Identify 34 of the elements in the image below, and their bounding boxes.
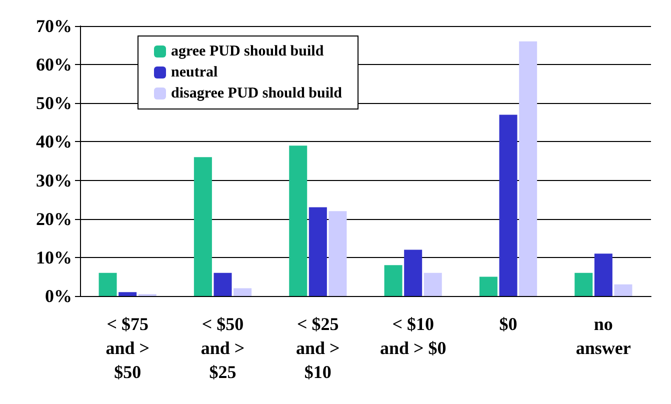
bar <box>594 254 612 296</box>
y-tick-label: 20% <box>36 208 72 229</box>
bar <box>328 211 347 296</box>
bar <box>234 288 252 296</box>
bar <box>98 272 117 296</box>
y-tick-label: 40% <box>36 132 72 152</box>
bar <box>479 276 498 296</box>
bar <box>519 41 538 296</box>
y-tick-label: 10% <box>36 247 72 268</box>
x-tick-label: no answer <box>576 314 631 358</box>
bar <box>194 157 212 296</box>
bar <box>404 250 422 296</box>
bar <box>308 207 327 296</box>
x-tick-label: < $25 and > $10 <box>296 314 340 382</box>
bar <box>289 146 308 296</box>
bar <box>614 284 632 296</box>
bar <box>118 292 137 296</box>
x-tick-label: < $75 and > $50 <box>106 314 150 382</box>
bar <box>384 265 402 296</box>
y-tick-label: 60% <box>36 54 72 75</box>
y-tick-label: 0% <box>45 286 72 306</box>
legend-label: disagree PUD should build <box>171 86 343 102</box>
y-tick-label: 70% <box>36 16 72 36</box>
x-tick-label: $0 <box>499 314 518 334</box>
y-tick-label: 30% <box>36 170 72 190</box>
legend-label: neutral <box>171 64 218 80</box>
y-tick-label: 50% <box>36 93 72 114</box>
bar <box>499 114 518 296</box>
bar <box>424 272 442 296</box>
bar <box>214 272 232 296</box>
x-tick-label: < $10 and > $0 <box>380 314 446 358</box>
legend-label: agree PUD should build <box>171 44 324 60</box>
bar <box>574 272 593 296</box>
x-tick-label: < $50 and > $25 <box>200 314 245 382</box>
